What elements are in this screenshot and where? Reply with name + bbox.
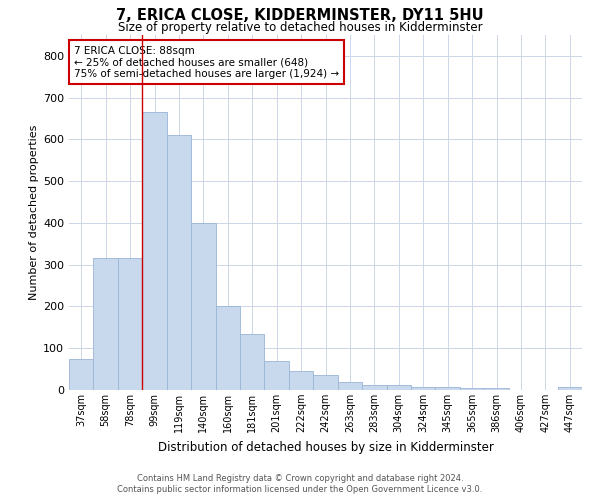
Text: Size of property relative to detached houses in Kidderminster: Size of property relative to detached ho… (118, 21, 482, 34)
Bar (338, 382, 362, 390)
Text: 7, ERICA CLOSE, KIDDERMINSTER, DY11 5HU: 7, ERICA CLOSE, KIDDERMINSTER, DY11 5HU (116, 8, 484, 22)
X-axis label: Distribution of detached houses by size in Kidderminster: Distribution of detached houses by size … (158, 440, 493, 454)
Bar (118, 258, 142, 390)
Bar (411, 386, 436, 390)
Bar (436, 386, 460, 390)
Bar (167, 135, 191, 390)
Text: 7 ERICA CLOSE: 88sqm
← 25% of detached houses are smaller (648)
75% of semi-deta: 7 ERICA CLOSE: 88sqm ← 25% of detached h… (74, 46, 339, 79)
Text: Contains HM Land Registry data © Crown copyright and database right 2024.
Contai: Contains HM Land Registry data © Crown c… (118, 474, 482, 494)
Bar (240, 334, 265, 390)
Bar (69, 358, 94, 390)
Bar (94, 258, 118, 390)
Bar (557, 386, 582, 390)
Bar (191, 223, 215, 390)
Bar (215, 306, 240, 390)
Bar (484, 388, 509, 390)
Bar (362, 385, 386, 390)
Y-axis label: Number of detached properties: Number of detached properties (29, 125, 39, 300)
Bar (386, 384, 411, 390)
Bar (313, 374, 338, 390)
Bar (460, 388, 484, 390)
Bar (142, 112, 167, 390)
Bar (289, 371, 313, 390)
Bar (265, 361, 289, 390)
